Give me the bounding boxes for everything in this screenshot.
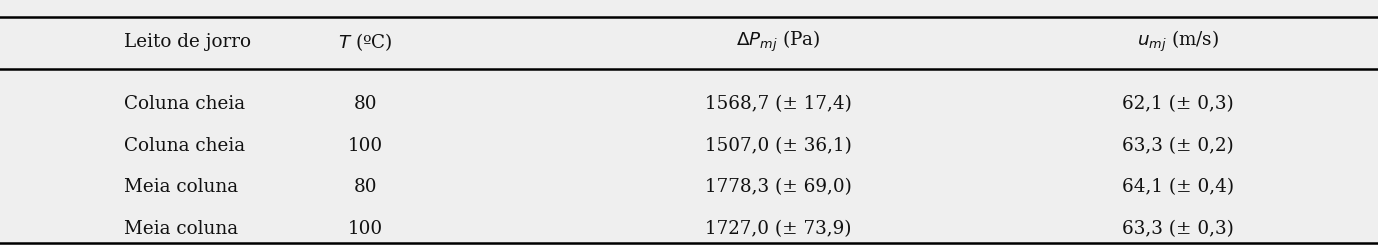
Text: 64,1 (± 0,4): 64,1 (± 0,4): [1122, 178, 1235, 196]
Text: Leito de jorro: Leito de jorro: [124, 33, 251, 51]
Text: $u_{mj}$ (m/s): $u_{mj}$ (m/s): [1137, 29, 1220, 54]
Text: 1507,0 (± 36,1): 1507,0 (± 36,1): [706, 137, 852, 155]
Text: 62,1 (± 0,3): 62,1 (± 0,3): [1122, 95, 1235, 113]
Text: Coluna cheia: Coluna cheia: [124, 95, 245, 113]
Text: 63,3 (± 0,3): 63,3 (± 0,3): [1122, 220, 1235, 238]
Text: 100: 100: [347, 220, 383, 238]
Text: $T$ (ºC): $T$ (ºC): [338, 31, 393, 53]
Text: Coluna cheia: Coluna cheia: [124, 137, 245, 155]
Text: 100: 100: [347, 137, 383, 155]
Text: 63,3 (± 0,2): 63,3 (± 0,2): [1122, 137, 1235, 155]
Text: 1727,0 (± 73,9): 1727,0 (± 73,9): [706, 220, 852, 238]
Text: 1568,7 (± 17,4): 1568,7 (± 17,4): [706, 95, 852, 113]
Text: 80: 80: [353, 95, 378, 113]
Text: Meia coluna: Meia coluna: [124, 220, 238, 238]
Text: 80: 80: [353, 178, 378, 196]
Text: 1778,3 (± 69,0): 1778,3 (± 69,0): [706, 178, 852, 196]
Text: $\Delta P_{mj}$ (Pa): $\Delta P_{mj}$ (Pa): [736, 29, 821, 54]
Text: Meia coluna: Meia coluna: [124, 178, 238, 196]
